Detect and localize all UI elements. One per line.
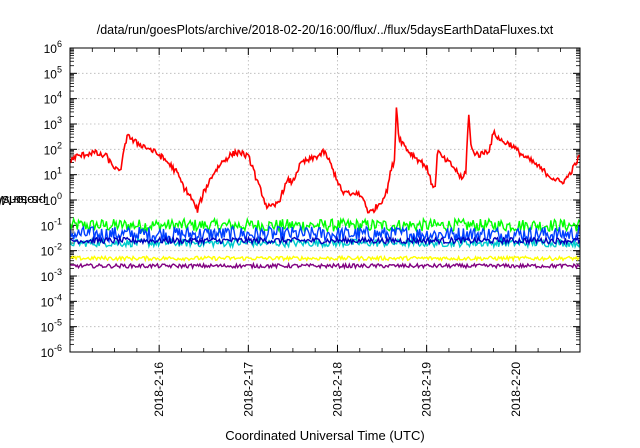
plot-frame: [69, 47, 581, 353]
y-tick-label: 104: [44, 90, 62, 107]
y-tick-label: 10-1: [41, 216, 62, 233]
y-tick-label: 10-5: [41, 318, 62, 335]
y-tick-label: 102: [44, 140, 62, 157]
series-line: [70, 234, 580, 246]
y-tick-label: 10-6: [41, 343, 62, 360]
y-tick-label: 105: [44, 64, 62, 81]
y-tick-label: 106: [44, 39, 62, 56]
x-tick-label: 2018-2-19: [420, 362, 434, 417]
series-line: [70, 107, 580, 214]
y-tick-label: 10-3: [41, 267, 62, 284]
x-tick-label: 2018-2-16: [152, 362, 166, 417]
series-group: [70, 107, 580, 270]
series-line: [70, 254, 580, 263]
y-tick-label: 100: [44, 191, 62, 208]
series-line: [70, 224, 580, 244]
x-tick-label: 2018-2-20: [509, 362, 523, 417]
series-line: [70, 261, 580, 270]
y-tick-label: 101: [44, 166, 62, 183]
y-tick-label: 10-4: [41, 292, 62, 309]
series-line: [70, 216, 580, 235]
y-tick-label: 10-2: [41, 242, 62, 259]
x-axis-label: Coordinated Universal Time (UTC): [225, 428, 425, 443]
x-tick-label: 2018-2-18: [330, 362, 344, 417]
chart-title: /data/run/goesPlots/archive/2018-02-20/1…: [96, 23, 554, 37]
x-tick-label: 2018-2-17: [241, 362, 255, 417]
y-tick-label: 103: [44, 115, 62, 132]
